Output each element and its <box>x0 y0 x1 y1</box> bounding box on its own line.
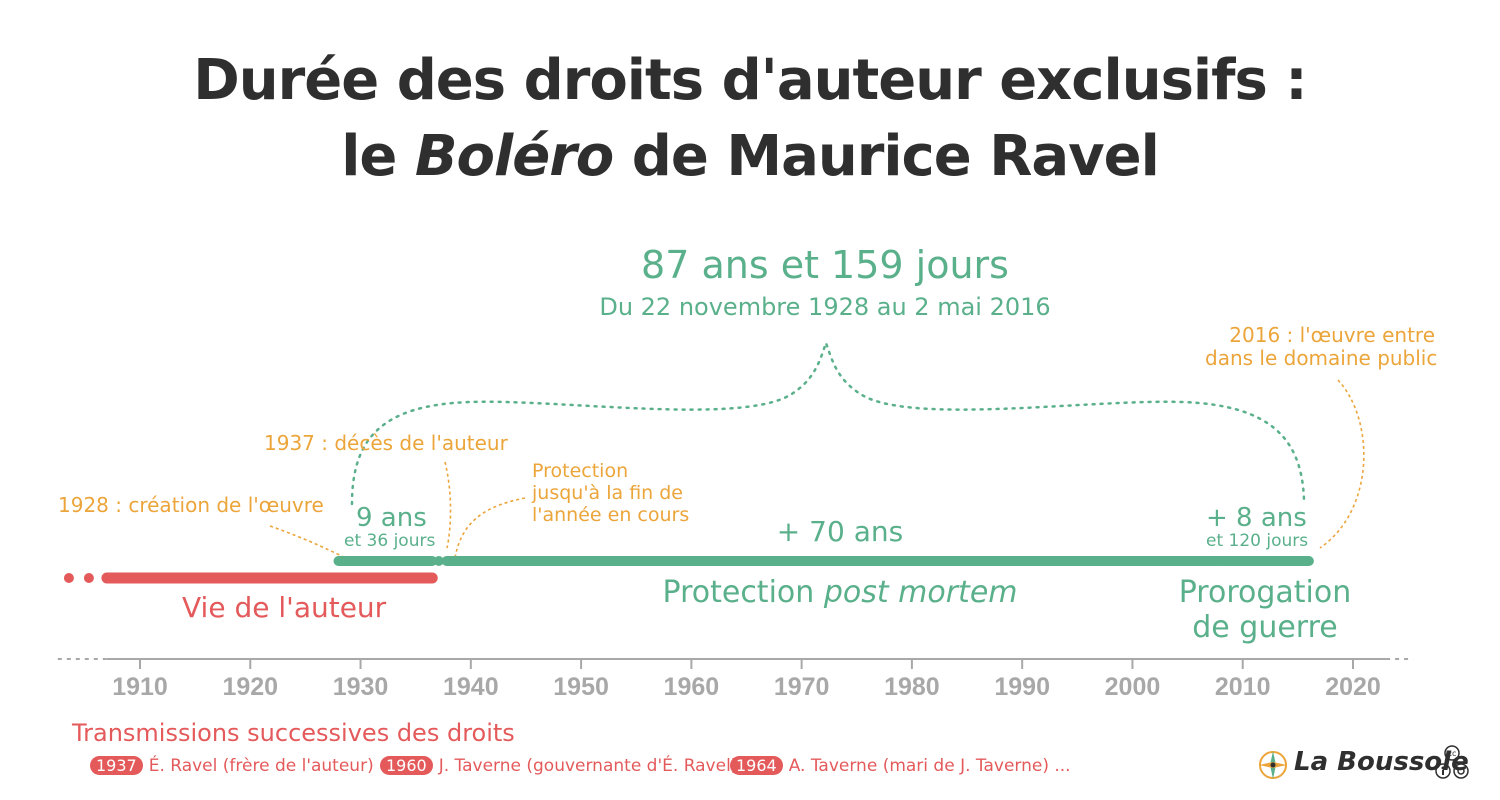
post-mortem-label-text: Protection <box>662 575 824 610</box>
transmission-holder: É. Ravel (frère de l'auteur) <box>148 756 374 776</box>
war-label-line-2: de guerre <box>1192 609 1338 645</box>
life-lead-dot <box>83 573 94 583</box>
public-domain-annotation: 2016 : l'œuvre entre dans le domaine pub… <box>1205 323 1438 370</box>
axis-tick-label: 2020 <box>1325 673 1381 701</box>
life-lead-dot <box>63 573 74 583</box>
war-span-duration-sub: et 120 jours <box>1206 531 1309 551</box>
title-line-2: le Boléro de Maurice Ravel <box>0 124 1500 189</box>
transmissions-heading: Transmissions successives des droits <box>72 719 515 747</box>
protection-annotation: Protection jusqu'à la fin de l'année en … <box>532 460 690 527</box>
war-span-duration: + 8 ans <box>1206 503 1307 533</box>
post-mortem-label: Protection post mortem <box>560 575 1120 611</box>
title-line-2-post: de Maurice Ravel <box>613 124 1160 189</box>
title-line-2-pre: le <box>341 124 415 189</box>
life-span-duration: 9 ans <box>356 503 427 533</box>
axis-tick-label: 2010 <box>1215 673 1271 701</box>
svg-text:cc: cc <box>1448 749 1457 758</box>
axis-tick-label: 1980 <box>884 673 940 701</box>
axis-tick-label: 1950 <box>553 673 609 701</box>
death-annotation: 1937 : décès de l'auteur <box>264 431 508 455</box>
transmission-year: 1937 <box>90 756 143 775</box>
protection-annotation-line-2: jusqu'à la fin de <box>532 481 683 504</box>
transmission-item: 1937 É. Ravel (frère de l'auteur) <box>90 756 374 776</box>
post-mortem-label-italic: post mortem <box>823 575 1018 610</box>
axis-tick-label: 1920 <box>222 673 278 701</box>
transmission-holder: J. Taverne (gouvernante d'É. Ravel) <box>438 756 738 776</box>
death-leader <box>444 461 452 549</box>
life-label: Vie de l'auteur <box>182 591 387 624</box>
axis-tick-label: 1930 <box>333 673 389 701</box>
axis-tick-label: 1970 <box>774 673 830 701</box>
compass-icon <box>1259 751 1287 779</box>
transmission-item: 1964 A. Taverne (mari de J. Taverne) ... <box>730 756 1071 776</box>
brand-name: La Boussole <box>1294 747 1469 777</box>
end-of-year-dot <box>433 556 444 566</box>
creation-annotation: 1928 : création de l'œuvre <box>58 493 324 517</box>
public-domain-annotation-line-2: dans le domaine public <box>1205 346 1438 370</box>
protection-annotation-line-3: l'année en cours <box>532 503 690 526</box>
axis-tick-label: 1990 <box>994 673 1050 701</box>
transmission-year: 1964 <box>730 756 783 775</box>
total-brace <box>350 339 1306 506</box>
axis-tick-label: 2000 <box>1105 673 1161 701</box>
transmission-item: 1960 J. Taverne (gouvernante d'É. Ravel) <box>380 756 737 776</box>
transmission-holder: A. Taverne (mari de J. Taverne) ... <box>788 756 1071 776</box>
war-label: Prorogation de guerre <box>1170 575 1360 645</box>
total-duration: 87 ans et 159 jours <box>641 243 1009 287</box>
war-label-line-1: Prorogation <box>1178 575 1352 610</box>
axis-tick-label: 1960 <box>664 673 720 701</box>
title-line-1-text: Durée des droits d'auteur exclusifs : <box>193 48 1307 113</box>
axis-tick-label: 1910 <box>112 673 168 701</box>
public-domain-annotation-line-1: 2016 : l'œuvre entre <box>1229 323 1435 347</box>
axis-tick-label: 1940 <box>443 673 499 701</box>
cc-by-icon: cc <box>1435 745 1469 779</box>
transmission-year: 1960 <box>380 756 433 775</box>
life-span-duration-sub: et 36 jours <box>344 531 436 551</box>
title-line-1: Durée des droits d'auteur exclusifs : <box>0 48 1500 113</box>
post-mortem-duration: + 70 ans <box>776 515 904 548</box>
protection-leader <box>454 497 526 559</box>
total-date-range: Du 22 novembre 1928 au 2 mai 2016 <box>599 293 1051 321</box>
public-domain-leader <box>1319 379 1365 549</box>
title-line-2-work: Boléro <box>414 124 614 189</box>
protection-annotation-line-1: Protection <box>532 460 629 482</box>
creation-leader <box>269 525 351 561</box>
